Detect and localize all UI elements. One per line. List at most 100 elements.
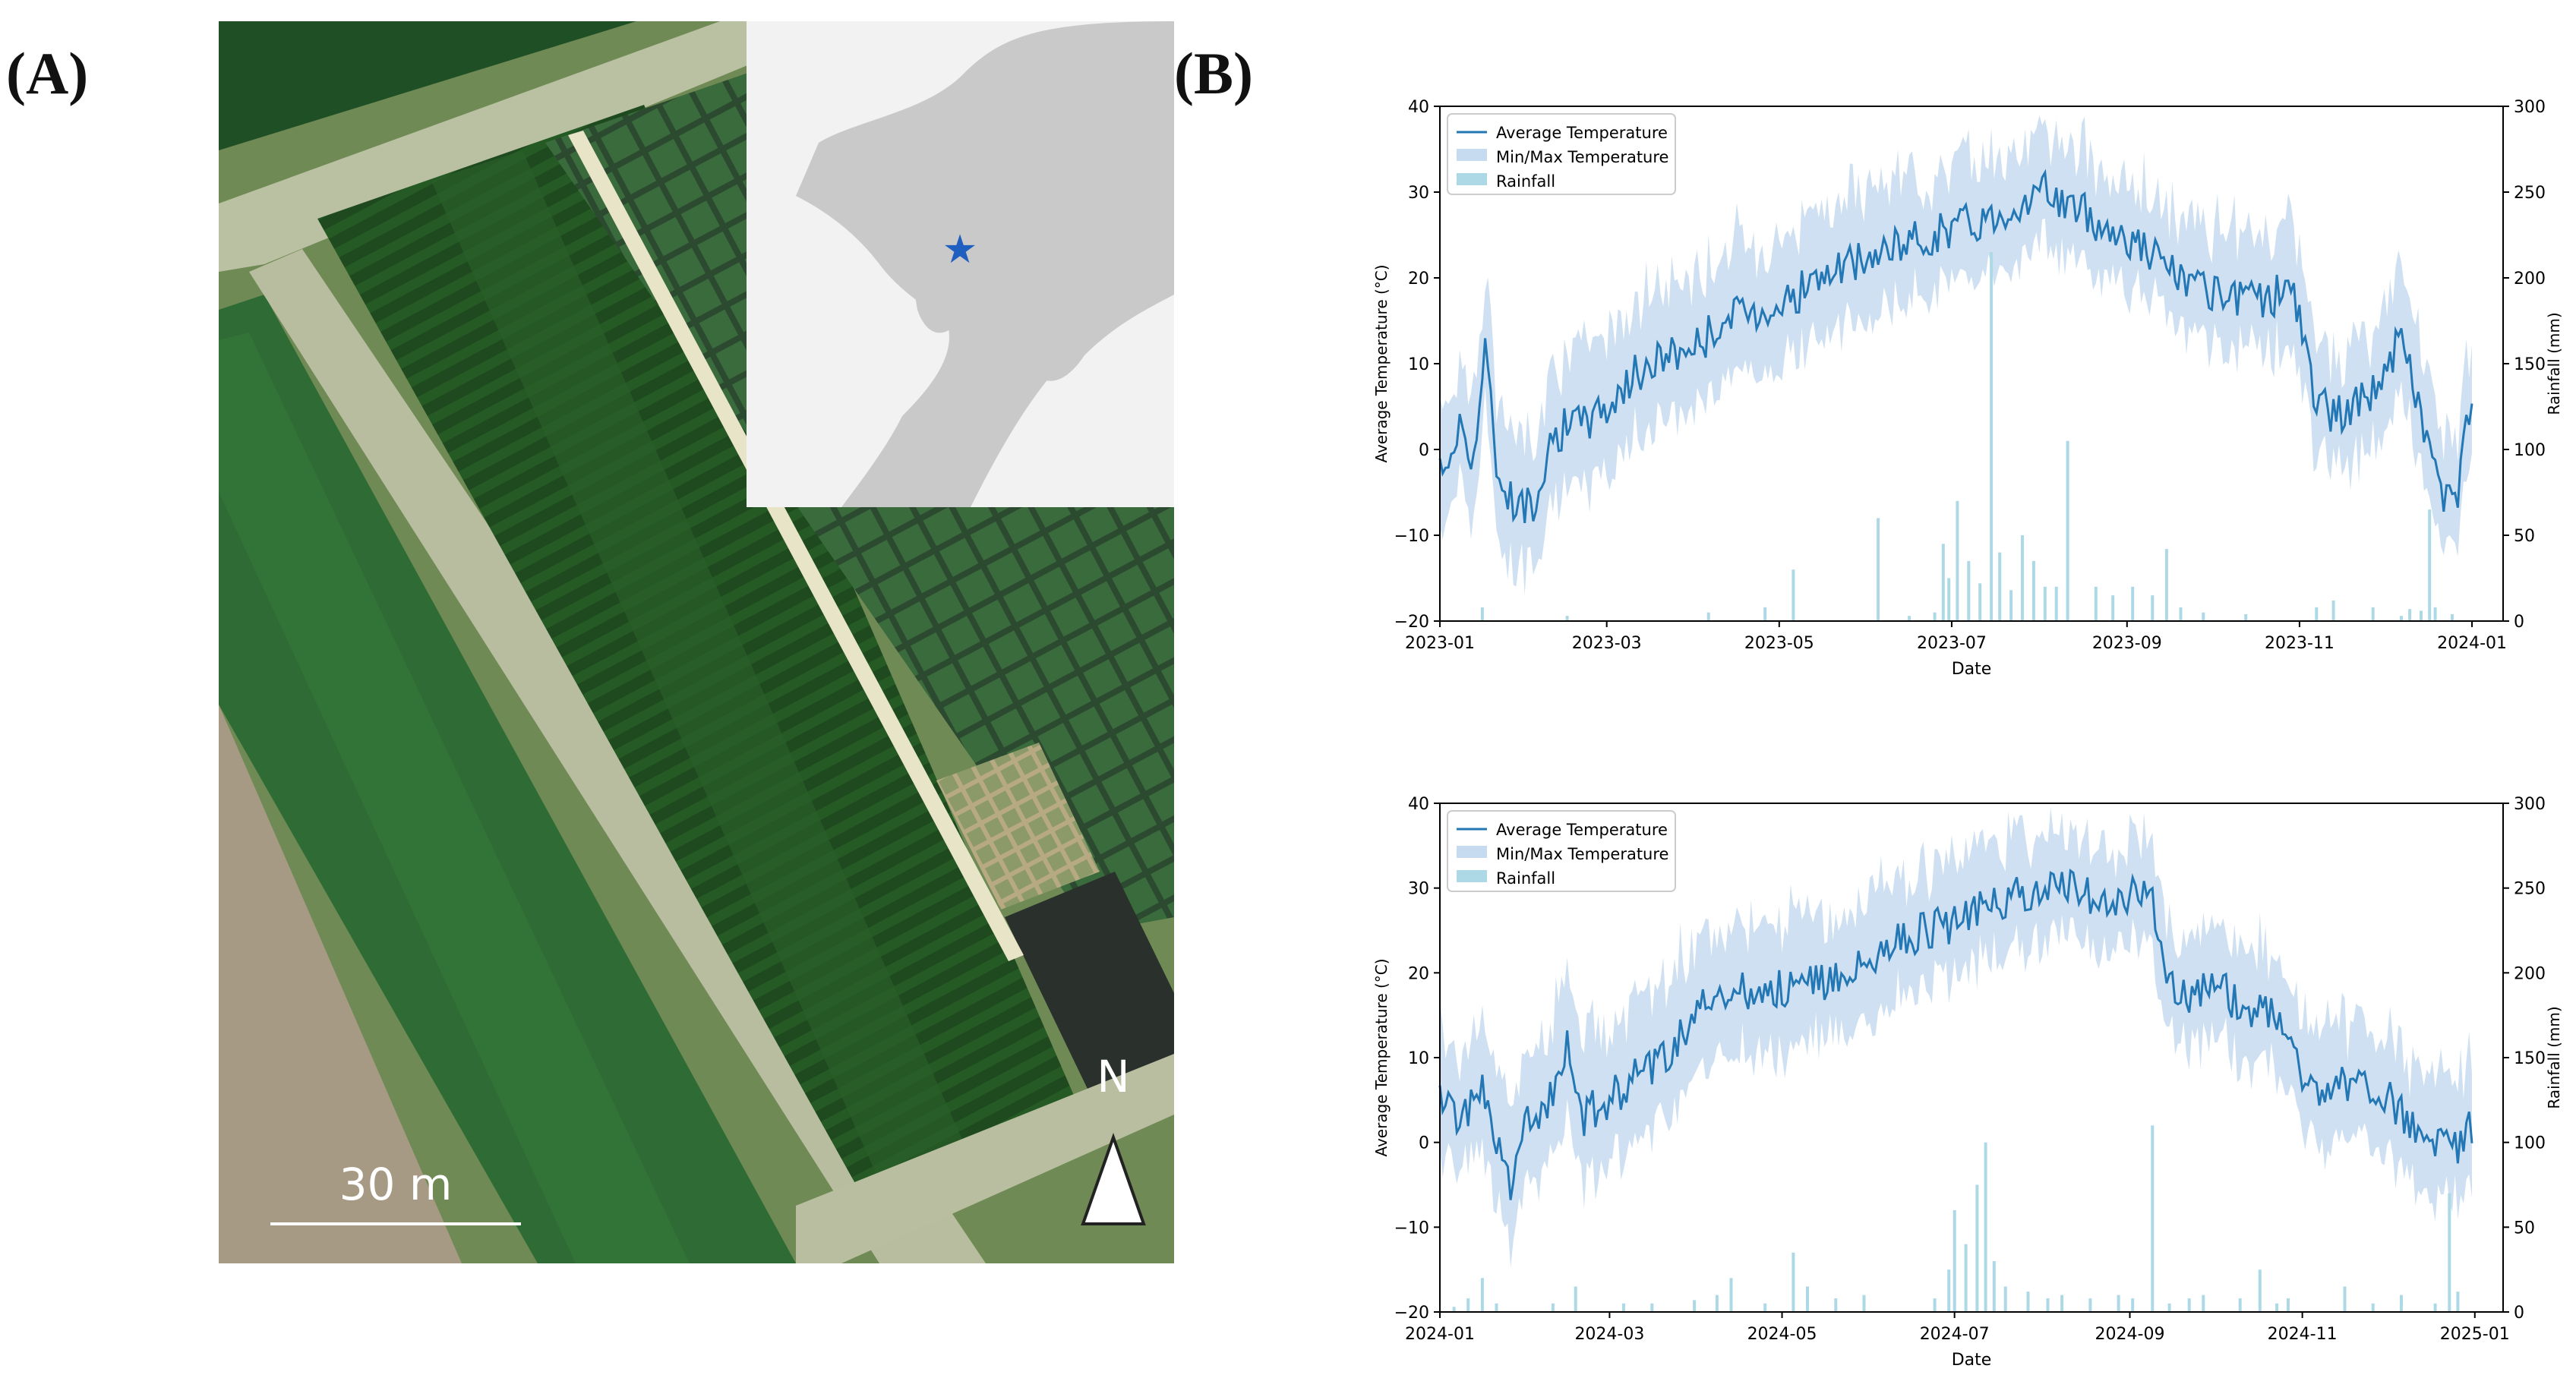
rainfall-bar	[1933, 1298, 1937, 1312]
x-tick-label: 2024-05	[1747, 1325, 1817, 1344]
beige-plot	[936, 743, 1100, 910]
y2-tick-label: 0	[2514, 1304, 2524, 1323]
rainfall-bar	[2202, 1295, 2205, 1312]
rainfall-bar	[2258, 1269, 2262, 1312]
x-tick-label: 2024-03	[1574, 1325, 1644, 1344]
average-temperature-line	[1438, 169, 2473, 524]
rainfall-bar	[2287, 1298, 2290, 1312]
x-axis-label: Date	[1952, 1351, 1992, 1370]
rainfall-bar	[2451, 614, 2454, 621]
rainfall-bar	[1693, 1300, 1697, 1312]
y-tick-label: −10	[1394, 527, 1429, 546]
rainfall-bar	[2131, 586, 2135, 621]
white-wall	[568, 131, 1024, 961]
rainfall-bar	[1574, 1286, 1577, 1312]
rainfall-bar	[2167, 1303, 2171, 1312]
rainfall-bar	[1933, 612, 1937, 621]
rainfall-bar	[1998, 552, 2002, 621]
y-tick-label: −20	[1394, 613, 1429, 632]
rainfall-bar	[2420, 610, 2423, 621]
x-axis-label: Date	[1952, 660, 1992, 679]
x-tick-label: 2025-01	[2440, 1325, 2510, 1344]
y2-tick-label: 100	[2514, 1134, 2546, 1153]
x-tick-label: 2024-07	[1920, 1325, 1990, 1344]
y-tick-label: 40	[1408, 98, 1429, 117]
rainfall-bar	[1729, 1278, 1733, 1312]
y2-tick-label: 50	[2514, 527, 2535, 546]
rainfall-bar	[2371, 607, 2375, 621]
y-tick-label: −20	[1394, 1304, 1429, 1323]
panel-b-label: (B)	[1174, 40, 1253, 106]
y2-tick-label: 250	[2514, 184, 2546, 203]
field-top-left	[219, 21, 636, 150]
rainfall-bar	[1947, 578, 1951, 621]
rainfall-bar	[2187, 1298, 2191, 1312]
y-axis-label: Average Temperature (°C)	[1372, 264, 1391, 462]
rainfall-bar	[1908, 616, 1911, 621]
y-tick-label: 20	[1408, 270, 1429, 289]
y-tick-label: 10	[1408, 355, 1429, 374]
y2-axis-label: Rainfall (mm)	[2545, 1006, 2563, 1108]
x-tick-label: 2024-11	[2268, 1325, 2338, 1344]
rainfall-bar	[2151, 1125, 2155, 1312]
legend-rainfall-label: Rainfall	[1496, 869, 1555, 888]
x-tick-label: 2024-09	[2095, 1325, 2165, 1344]
rainfall-bar	[2054, 586, 2058, 621]
rainfall-bar	[2400, 1295, 2403, 1312]
rainfall-bar	[1834, 1298, 1838, 1312]
rainfall-bar	[2371, 1303, 2375, 1312]
bare-soil-area	[219, 705, 462, 1263]
rainfall-bar	[2117, 1295, 2120, 1312]
legend-average-label: Average Temperature	[1496, 124, 1668, 142]
y2-tick-label: 100	[2514, 441, 2546, 460]
y2-tick-label: 150	[2514, 1049, 2546, 1068]
rainfall-bar	[2131, 1298, 2135, 1312]
rainfall-bar	[2021, 535, 2024, 621]
y-tick-label: 30	[1408, 880, 1429, 899]
y-tick-label: −10	[1394, 1219, 1429, 1238]
inset-map: ★	[747, 21, 1174, 507]
rainfall-bar	[2315, 607, 2319, 621]
rainfall-bar	[1466, 1298, 1470, 1312]
rainfall-bar	[2094, 586, 2098, 621]
road-bottom	[796, 1054, 1174, 1263]
rainfall-bar	[1806, 1286, 1809, 1312]
rainfall-bar	[2244, 614, 2248, 621]
climate-chart-2024: −20 −10 0 10 20 30 40 0 50 100 150 200 250 300 2024-01…	[1372, 795, 2563, 1370]
average-temperature-line	[1438, 868, 2473, 1200]
y-tick-label: 10	[1408, 1049, 1429, 1068]
y-axis-label: Average Temperature (°C)	[1372, 958, 1391, 1156]
north-label: N	[1097, 1051, 1129, 1102]
y2-tick-label: 50	[2514, 1219, 2535, 1238]
rainfall-bar	[2111, 595, 2115, 621]
rainfall-bar	[2433, 1303, 2437, 1312]
rainfall-bar	[1792, 1252, 1795, 1312]
legend-average-label: Average Temperature	[1496, 821, 1668, 839]
rainfall-bar	[2043, 586, 2047, 621]
rainfall-bar	[1452, 1307, 1456, 1312]
legend-swatch-minmax	[1457, 149, 1487, 161]
x-tick-label: 2023-05	[1744, 634, 1814, 653]
rainfall-bar	[2003, 1286, 2007, 1312]
x-tick-label: 2023-07	[1917, 634, 1987, 653]
rainfall-bar	[2066, 440, 2069, 621]
rainfall-bar	[1715, 1295, 1719, 1312]
rainfall-bar	[2060, 1295, 2064, 1312]
legend-swatch-rainfall	[1457, 870, 1487, 882]
aerial-photo: ★ 30 m N	[219, 21, 1174, 1263]
rainfall-bar	[1964, 1244, 1968, 1312]
rainfall-bar	[2428, 509, 2432, 621]
rainfall-bar	[1990, 252, 1994, 621]
climate-chart-2023: −20 −10 0 10 20 30 40 0 50 100 150 200 250 300 2023-01…	[1372, 98, 2563, 679]
legend-minmax-label: Min/Max Temperature	[1496, 148, 1668, 166]
rainfall-bar	[1792, 569, 1795, 621]
panel-a-label: (A)	[6, 40, 89, 106]
rainfall-bar	[2179, 607, 2183, 621]
y-tick-label: 30	[1408, 184, 1429, 203]
legend-rainfall-label: Rainfall	[1496, 172, 1555, 191]
legend-swatch-minmax	[1457, 846, 1487, 858]
star-icon: ★	[942, 227, 978, 273]
field-left-detail	[219, 333, 690, 1263]
inset-land-japan	[1034, 203, 1174, 381]
rainfall-bar	[1953, 1210, 1956, 1312]
